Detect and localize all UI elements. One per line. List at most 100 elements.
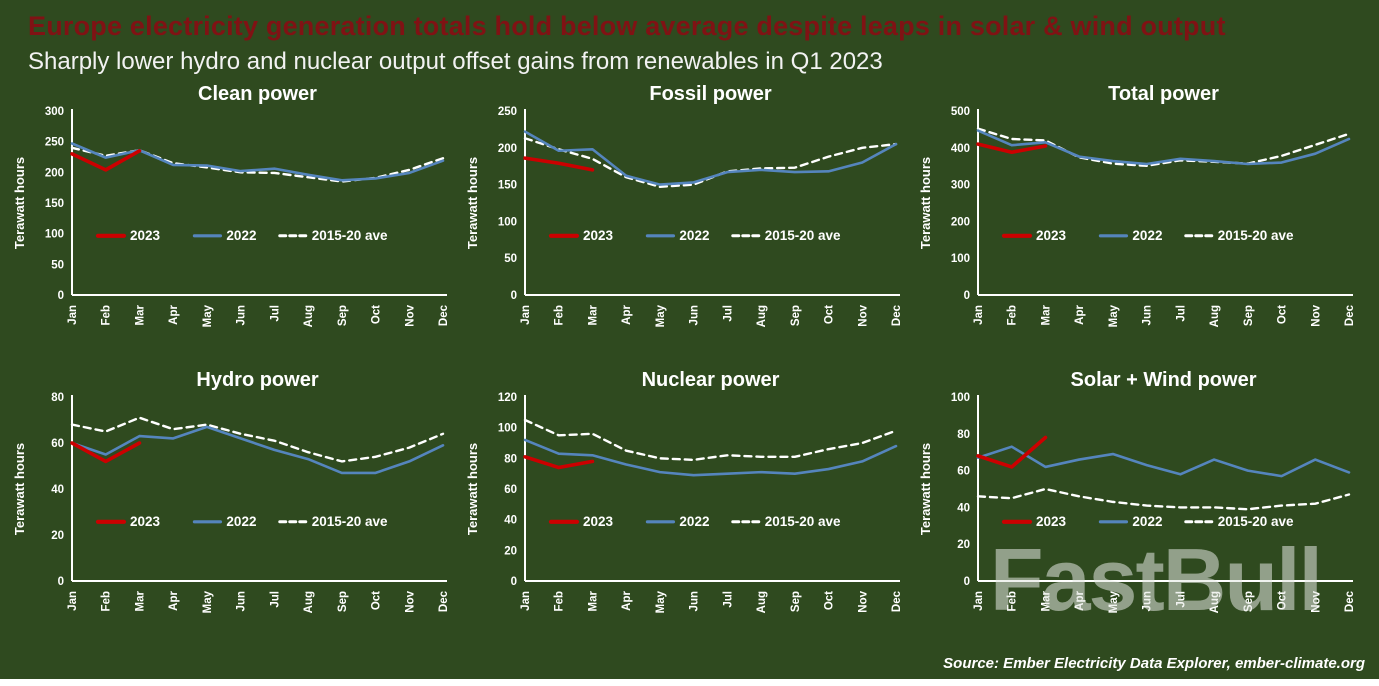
y-tick-label: 100 bbox=[951, 253, 970, 265]
series-2023-line bbox=[523, 156, 595, 172]
series-2022-line bbox=[523, 438, 898, 477]
y-tick-label: 0 bbox=[964, 290, 970, 302]
x-tick-label: Apr bbox=[168, 304, 180, 324]
y-tick-label: 0 bbox=[964, 576, 970, 588]
x-tick-label: Jun bbox=[236, 591, 248, 611]
clean-power-chart: 0 50 100 150 200 250 300 Terawatt hours Jan Feb Ma… bbox=[10, 81, 459, 353]
y-tick-label: 0 bbox=[511, 576, 517, 588]
x-tick-label: Aug bbox=[756, 305, 768, 327]
x-tick-label: Sep bbox=[1243, 305, 1255, 326]
x-tick-label: Jan bbox=[520, 305, 532, 325]
y-axis-title: Terawatt hours bbox=[918, 443, 933, 535]
y-tick-label: 100 bbox=[498, 216, 517, 228]
x-tick-label: Mar bbox=[134, 590, 146, 611]
x-tick-label: Jun bbox=[1142, 305, 1154, 325]
legend-label: 2022 bbox=[1132, 514, 1162, 529]
x-tick-label: Jan bbox=[973, 591, 985, 611]
series-2022-line bbox=[70, 425, 445, 475]
x-tick-label: Feb bbox=[101, 305, 113, 325]
y-tick-label: 20 bbox=[504, 545, 517, 557]
series-2015-20-ave-line bbox=[523, 136, 898, 188]
x-tick-label: Dec bbox=[438, 304, 450, 326]
x-tick-label: May bbox=[1108, 590, 1120, 613]
total-power-chart: 0 100 200 300 400 500 Terawatt hours Jan Feb Mar A… bbox=[916, 81, 1365, 353]
x-tick-label: Nov bbox=[857, 304, 869, 326]
header: Europe electricity generation totals hol… bbox=[0, 0, 1379, 77]
x-tick-label: Mar bbox=[587, 590, 599, 611]
y-tick-label: 0 bbox=[58, 290, 64, 302]
chart-title: Solar + Wind power bbox=[1070, 368, 1257, 391]
bottom-border-strip bbox=[0, 679, 1379, 686]
x-tick-label: Jan bbox=[67, 591, 79, 611]
x-tick-label: Aug bbox=[303, 305, 315, 327]
y-tick-label: 150 bbox=[45, 198, 64, 210]
series-2015-20-ave-line bbox=[976, 487, 1351, 511]
x-tick-label: Jun bbox=[236, 305, 248, 325]
y-axis-title: Terawatt hours bbox=[465, 157, 480, 249]
page-title: Europe electricity generation totals hol… bbox=[28, 11, 1226, 41]
y-tick-label: 500 bbox=[951, 106, 970, 118]
y-tick-label: 40 bbox=[504, 515, 517, 527]
y-tick-label: 80 bbox=[957, 429, 970, 441]
x-tick-label: Feb bbox=[554, 591, 566, 611]
series-2022-line bbox=[523, 130, 898, 186]
fossil-power-chart: 0 50 100 150 200 250 Terawatt hours Jan Feb Mar Ap… bbox=[463, 81, 912, 353]
series-2015-20-ave-line bbox=[976, 127, 1351, 167]
x-tick-label: Sep bbox=[790, 305, 802, 326]
y-tick-label: 50 bbox=[504, 253, 517, 265]
hydro-power-chart: 0 20 40 60 80 Terawatt hours Jan Feb Mar Apr May Ju… bbox=[10, 367, 459, 639]
legend-label: 2023 bbox=[130, 514, 161, 529]
y-tick-label: 250 bbox=[498, 106, 517, 118]
series-2022-line bbox=[70, 142, 445, 182]
x-tick-label: Oct bbox=[824, 591, 836, 610]
legend-label: 2022 bbox=[226, 228, 256, 243]
y-tick-label: 0 bbox=[58, 576, 64, 588]
x-tick-label: May bbox=[202, 304, 214, 327]
legend-label: 2022 bbox=[679, 228, 709, 243]
x-tick-label: Oct bbox=[824, 305, 836, 324]
x-tick-label: Mar bbox=[1040, 304, 1052, 325]
y-tick-label: 40 bbox=[957, 502, 970, 514]
x-tick-label: Dec bbox=[438, 590, 450, 612]
y-tick-label: 40 bbox=[51, 484, 64, 496]
x-tick-label: Aug bbox=[756, 591, 768, 613]
y-tick-label: 60 bbox=[957, 466, 970, 478]
legend-label: 2015-20 ave bbox=[1218, 228, 1294, 243]
x-tick-label: Dec bbox=[1344, 590, 1356, 612]
legend-label: 2023 bbox=[1036, 228, 1067, 243]
y-tick-label: 80 bbox=[504, 453, 517, 465]
x-tick-label: Jul bbox=[269, 591, 281, 608]
charts-grid: 0 50 100 150 200 250 300 Terawatt hours Jan Feb Ma… bbox=[0, 77, 1379, 639]
x-tick-label: Jul bbox=[269, 305, 281, 322]
x-tick-label: Mar bbox=[1040, 590, 1052, 611]
y-tick-label: 250 bbox=[45, 137, 64, 149]
y-tick-label: 400 bbox=[951, 143, 970, 155]
x-tick-label: Feb bbox=[1007, 591, 1019, 611]
x-tick-label: Jan bbox=[520, 591, 532, 611]
y-tick-label: 300 bbox=[45, 106, 64, 118]
x-tick-label: Nov bbox=[1310, 304, 1322, 326]
y-tick-label: 300 bbox=[951, 180, 970, 192]
x-tick-label: Jul bbox=[722, 305, 734, 322]
nuclear-power-chart: 0 20 40 60 80 100 120 Terawatt hours Jan Feb Mar Ap… bbox=[463, 367, 912, 639]
y-tick-label: 200 bbox=[45, 167, 64, 179]
legend-label: 2015-20 ave bbox=[312, 514, 388, 529]
y-axis-title: Terawatt hours bbox=[465, 443, 480, 535]
x-tick-label: Jun bbox=[1142, 591, 1154, 611]
x-tick-label: Jan bbox=[973, 305, 985, 325]
series-2023-line bbox=[523, 454, 595, 470]
x-tick-label: May bbox=[202, 590, 214, 613]
y-tick-label: 100 bbox=[498, 423, 517, 435]
x-tick-label: Dec bbox=[1344, 304, 1356, 326]
y-tick-label: 20 bbox=[957, 539, 970, 551]
x-tick-label: Sep bbox=[790, 591, 802, 612]
series-2015-20-ave-line bbox=[70, 416, 445, 463]
y-tick-label: 50 bbox=[51, 259, 64, 271]
y-tick-label: 60 bbox=[51, 438, 64, 450]
page-subtitle: Sharply lower hydro and nuclear output o… bbox=[28, 47, 883, 75]
legend-label: 2015-20 ave bbox=[1218, 514, 1294, 529]
x-tick-label: Aug bbox=[303, 591, 315, 613]
x-tick-label: May bbox=[1108, 304, 1120, 327]
x-tick-label: Feb bbox=[1007, 305, 1019, 325]
